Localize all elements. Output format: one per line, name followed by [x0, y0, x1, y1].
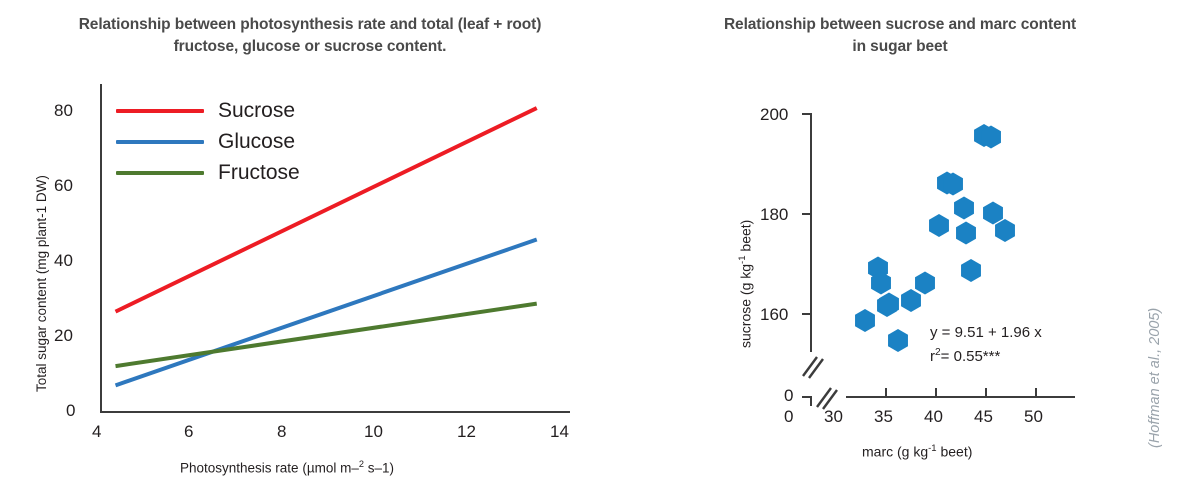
right-y-axis-title-post: beet): [737, 219, 754, 256]
scatter-point: [855, 309, 875, 332]
right-y-tick-180: 180: [760, 205, 789, 224]
scatter-point: [995, 219, 1015, 242]
left-x-tick-14: 14: [550, 422, 569, 441]
right-x-tickmark-50: [1035, 388, 1037, 396]
left-x-axis-title: Photosynthesis rate (µmol m–2 s–1): [180, 459, 394, 476]
left-chart-title-line1: Relationship between photosynthesis rate…: [78, 16, 542, 33]
series-line-sucrose: [114, 106, 538, 314]
right-y-tick-200: 200: [760, 105, 789, 124]
right-x-axis-title: marc (g kg-1 beet): [862, 443, 972, 460]
left-x-tick-6: 6: [184, 422, 194, 441]
regression-annotation: y = 9.51 + 1.96 x r2= 0.55***: [930, 322, 1042, 368]
right-y-tickmark-0: [802, 396, 811, 398]
right-x-tickmark-40: [935, 388, 937, 396]
legend-swatch-sucrose: [116, 108, 204, 113]
scatter-point: [954, 196, 974, 220]
r-squared-pre: r: [930, 347, 935, 365]
left-x-tick-4: 4: [92, 422, 102, 441]
left-x-axis-title-post: s–1): [363, 460, 394, 476]
r-squared-post: = 0.55***: [940, 347, 1001, 365]
left-chart-title-line2: fructose, glucose or sucrose content.: [173, 38, 447, 56]
left-y-axis-line: [100, 84, 102, 411]
right-y-axis-title-sup: -1: [737, 255, 748, 264]
left-x-tick-10: 10: [364, 422, 383, 441]
scatter-point: [943, 172, 963, 196]
regression-r-squared: r2= 0.55***: [930, 345, 1042, 369]
left-x-axis-title-pre: Photosynthesis rate (µmol m–: [180, 460, 359, 476]
legend-label-glucose: Glucose: [218, 130, 296, 153]
legend-label-sucrose: Sucrose: [218, 99, 296, 122]
left-x-axis-line: [100, 411, 570, 413]
right-y-tickmark-180: [802, 213, 811, 215]
right-y-tick-160: 160: [760, 305, 789, 324]
left-x-tick-8: 8: [277, 422, 287, 441]
left-y-tick-0: 0: [66, 401, 76, 420]
scatter-point: [961, 259, 981, 282]
right-x-axis-line: [810, 396, 1075, 398]
right-y-tick-0: 0: [784, 386, 794, 405]
scatter-point: [929, 214, 949, 237]
series-line-glucose: [114, 237, 538, 388]
r-squared-sup: 2: [935, 346, 941, 358]
left-chart-panel: Relationship between photosynthesis rate…: [0, 14, 620, 476]
right-x-tick-40: 40: [924, 407, 943, 426]
left-y-axis-title: Total sugar content (mg plant-1 DW): [34, 175, 49, 392]
left-x-axis-title-sup: 2: [358, 459, 364, 469]
right-x-tick-0: 0: [784, 407, 794, 426]
left-y-tick-80: 80: [54, 101, 73, 120]
left-y-tick-40: 40: [54, 251, 73, 270]
scatter-point: [956, 221, 976, 245]
right-y-tickmark-160: [802, 313, 811, 315]
right-y-axis-title: sucrose (g kg-1 beet): [737, 220, 754, 348]
right-y-axis-title-pre: sucrose (g kg: [737, 263, 754, 348]
left-y-tick-60: 60: [54, 176, 73, 195]
y-axis-break-icon: [802, 352, 824, 386]
legend-label-fructose: Fructose: [218, 161, 300, 184]
left-x-tick-12: 12: [457, 422, 476, 441]
scatter-point: [981, 125, 1001, 149]
right-x-tick-45: 45: [974, 407, 993, 426]
left-y-tick-20: 20: [54, 326, 73, 345]
right-y-axis-line: [810, 113, 812, 359]
scatter-point: [915, 271, 935, 295]
right-chart-title-line2: in sugar beet: [852, 38, 948, 56]
left-chart-series-svg: [114, 106, 538, 388]
right-x-axis-title-post: beet): [936, 443, 973, 460]
right-x-tick-35: 35: [874, 407, 893, 426]
scatter-point: [983, 201, 1003, 225]
left-chart-title: Relationship between photosynthesis rate…: [0, 14, 620, 59]
right-y-axis-stub: [810, 396, 812, 406]
scatter-point: [901, 289, 921, 312]
legend-swatch-glucose: [116, 139, 204, 144]
right-x-tickmark-45: [985, 388, 987, 396]
x-axis-break-icon: [812, 387, 846, 410]
left-chart-legend: Sucrose Glucose Fructose: [116, 95, 300, 188]
right-chart-title: Relationship between sucrose and marc co…: [620, 14, 1180, 59]
right-chart-title-line1: Relationship between sucrose and marc co…: [723, 16, 1077, 33]
legend-swatch-fructose: [116, 170, 204, 175]
scatter-point: [871, 271, 891, 295]
right-y-tickmark-200: [802, 113, 811, 115]
scatter-point-group: [855, 124, 1015, 352]
source-citation: (Hoffman et al., 2005): [1147, 307, 1163, 448]
right-chart-panel: Relationship between sucrose and marc co…: [620, 0, 1180, 493]
scatter-point: [888, 329, 908, 352]
legend-item-sucrose: Sucrose: [116, 95, 300, 126]
right-x-tick-50: 50: [1024, 407, 1043, 426]
right-x-axis-title-sup: -1: [928, 443, 937, 454]
right-x-axis-title-pre: marc (g kg: [862, 443, 929, 460]
legend-item-fructose: Fructose: [116, 157, 300, 188]
regression-equation: y = 9.51 + 1.96 x: [930, 324, 1042, 341]
right-x-tick-30: 30: [824, 407, 843, 426]
right-x-tickmark-35: [885, 388, 887, 396]
series-line-fructose: [115, 301, 538, 369]
scatter-point: [879, 292, 899, 316]
right-chart-scatter-svg: [855, 124, 1015, 352]
legend-item-glucose: Glucose: [116, 126, 300, 157]
